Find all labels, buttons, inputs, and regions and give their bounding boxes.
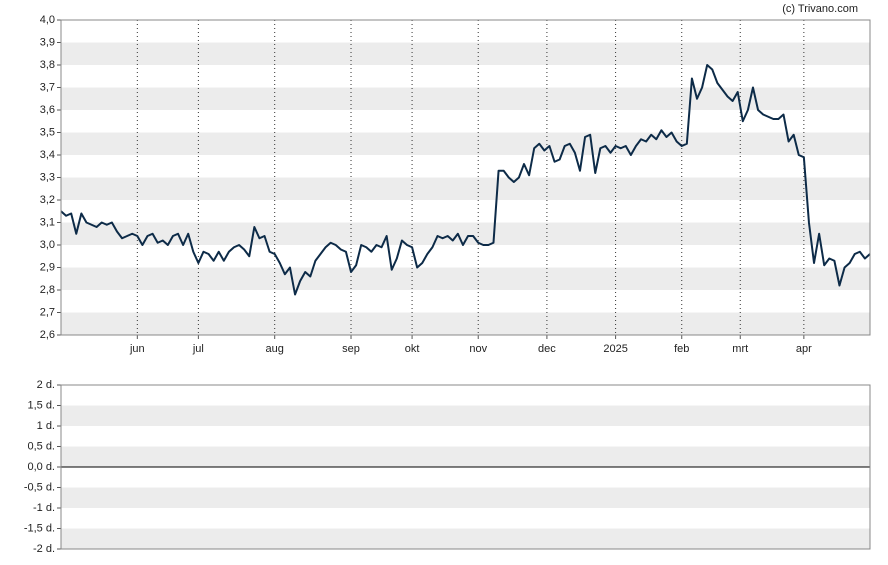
x-tick-label: sep [342, 343, 360, 355]
y-tick-label: 3,4 [40, 149, 55, 161]
y-tick-label: 2,9 [40, 261, 55, 273]
grid-band [61, 528, 870, 549]
x-tick-label: feb [674, 343, 689, 355]
y-tick-label: -1,5 d. [24, 522, 55, 534]
y-tick-label: 3,9 [40, 36, 55, 48]
plot-frame [60, 19, 871, 336]
y-tick-label: 4,0 [40, 14, 55, 26]
y-tick-label: 0,0 d. [27, 461, 55, 473]
grid-band [61, 487, 870, 508]
y-tick-label: 3,2 [40, 194, 55, 206]
y-tick-label: 1,5 d. [27, 399, 55, 411]
y-tick-label: 3,1 [40, 216, 55, 228]
x-tick-label: mrt [732, 343, 748, 355]
x-tick-label: jul [192, 343, 204, 355]
y-tick-label: 0,5 d. [27, 440, 55, 452]
y-tick-label: 3,5 [40, 126, 55, 138]
y-tick-label: 1 d. [37, 420, 55, 432]
y-tick-label: 3,6 [40, 104, 55, 116]
grid-band [61, 405, 870, 426]
y-tick-label: 2,8 [40, 284, 55, 296]
grid-band [61, 267, 870, 290]
x-tick-label: jun [129, 343, 145, 355]
y-tick-label: 2,7 [40, 306, 55, 318]
x-tick-label: aug [266, 343, 284, 355]
grid-band [61, 132, 870, 155]
x-tick-label: nov [469, 343, 487, 355]
y-tick-label: 3,7 [40, 81, 55, 93]
price-line [60, 64, 871, 296]
grid-band [61, 87, 870, 110]
grid-band [61, 177, 870, 200]
y-tick-label: -0,5 d. [24, 481, 55, 493]
x-tick-label: dec [538, 343, 556, 355]
y-tick-label: 2,6 [40, 329, 55, 341]
grid-band [61, 446, 870, 467]
y-tick-label: 3,3 [40, 171, 55, 183]
grid-band [61, 312, 870, 335]
y-tick-label: -1 d. [33, 502, 55, 514]
x-tick-label: 2025 [603, 343, 627, 355]
y-tick-label: 2 d. [37, 379, 55, 391]
y-tick-label: 3,8 [40, 59, 55, 71]
x-tick-label: apr [796, 343, 812, 355]
y-tick-label: -2 d. [33, 543, 55, 555]
grid-band [61, 222, 870, 245]
y-tick-label: 3,0 [40, 239, 55, 251]
credit: (c) Trivano.com [782, 3, 858, 15]
x-tick-label: okt [405, 343, 420, 355]
grid-band [61, 42, 870, 65]
plot-frame [60, 384, 871, 550]
